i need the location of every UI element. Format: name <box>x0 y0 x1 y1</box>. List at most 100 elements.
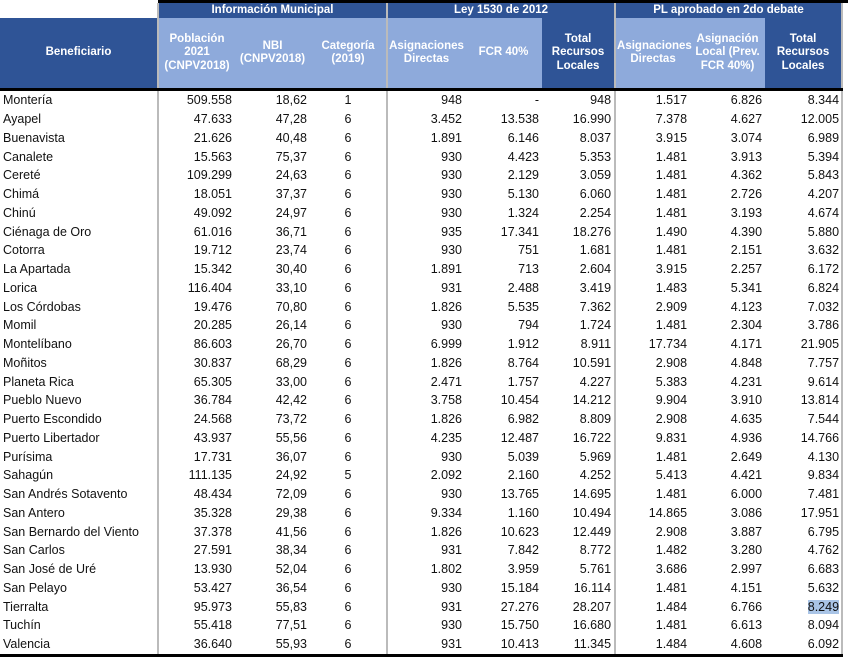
cell-fcr[interactable]: 5.130 <box>507 187 539 202</box>
cell-nbi[interactable]: 55,83 <box>275 599 307 614</box>
cell-pl-asignacion-local[interactable]: 4.635 <box>730 412 763 427</box>
cell-total-recursos[interactable]: 2.604 <box>579 262 612 277</box>
cell-total-recursos[interactable]: 16.680 <box>572 618 612 633</box>
cell-poblacion[interactable]: 36.784 <box>157 391 235 410</box>
cell-pl-asignacion-local[interactable]: 2.649 <box>730 449 763 464</box>
cell-pl-asignacion-local[interactable]: 4.627 <box>730 112 763 127</box>
cell-beneficiario[interactable]: San Pelayo <box>3 580 67 595</box>
cell-pl-total[interactable]: 8.344 <box>765 89 844 110</box>
cell-total-recursos[interactable]: 8.911 <box>580 337 612 352</box>
cell-asignaciones-directas[interactable]: 930 <box>386 616 465 635</box>
cell-pl-asignacion-local[interactable]: 4.936 <box>730 430 763 445</box>
cell-pl-total[interactable]: 7.544 <box>765 409 844 429</box>
cell-pl-total[interactable]: 6.824 <box>765 278 844 298</box>
cell-categoria[interactable]: 6 <box>344 543 352 558</box>
cell-categoria[interactable]: 6 <box>344 449 352 464</box>
cell-pl-asignaciones-directas[interactable]: 3.915 <box>614 128 691 148</box>
cell-pl-asignaciones-directas[interactable]: 14.865 <box>614 503 691 523</box>
cell-categoria[interactable]: 6 <box>344 430 352 445</box>
cell-pl-asignaciones-directas[interactable]: 1.490 <box>614 222 691 241</box>
cell-nbi[interactable]: 41,56 <box>275 524 307 539</box>
cell-poblacion[interactable]: 37.378 <box>157 522 235 541</box>
cell-categoria[interactable]: 6 <box>344 130 352 145</box>
cell-pl-total[interactable]: 4.762 <box>765 541 844 560</box>
cell-beneficiario[interactable]: Purísima <box>3 449 53 464</box>
cell-fcr[interactable]: - <box>534 93 539 108</box>
cell-pl-asignaciones-directas[interactable]: 2.908 <box>614 522 691 541</box>
cell-total-recursos[interactable]: 5.353 <box>579 149 612 164</box>
cell-poblacion[interactable]: 30.837 <box>157 353 235 373</box>
cell-pl-total[interactable]: 6.172 <box>765 259 844 279</box>
cell-categoria[interactable]: 6 <box>344 487 352 502</box>
cell-asignaciones-directas[interactable]: 1.826 <box>386 522 465 541</box>
cell-beneficiario[interactable]: Lorica <box>3 280 38 295</box>
cell-pl-total[interactable]: 5.394 <box>765 147 844 166</box>
cell-fcr[interactable]: 10.413 <box>500 637 539 652</box>
cell-poblacion[interactable]: 27.591 <box>157 541 235 560</box>
cell-pl-total[interactable]: 9.834 <box>765 466 844 485</box>
cell-pl-asignaciones-directas[interactable]: 1.484 <box>614 634 691 655</box>
cell-nbi[interactable]: 29,38 <box>275 505 307 520</box>
cell-categoria[interactable]: 6 <box>344 524 352 539</box>
cell-beneficiario[interactable]: San Antero <box>3 505 65 520</box>
cell-beneficiario[interactable]: Ciénaga de Oro <box>3 224 92 239</box>
cell-asignaciones-directas[interactable]: 4.235 <box>386 428 465 448</box>
cell-pl-asignaciones-directas[interactable]: 9.831 <box>614 428 691 448</box>
cell-pl-total[interactable]: 17.951 <box>765 503 844 523</box>
cell-pl-asignaciones-directas[interactable]: 2.908 <box>614 353 691 373</box>
cell-nbi[interactable]: 77,51 <box>275 618 307 633</box>
cell-asignaciones-directas[interactable]: 930 <box>386 447 465 466</box>
cell-pl-asignaciones-directas[interactable]: 1.481 <box>614 578 691 598</box>
cell-categoria[interactable]: 6 <box>344 562 352 577</box>
cell-pl-asignacion-local[interactable]: 2.257 <box>730 262 763 277</box>
cell-categoria[interactable]: 6 <box>344 374 352 389</box>
cell-pl-asignacion-local[interactable]: 6.000 <box>730 487 763 502</box>
cell-poblacion[interactable]: 35.328 <box>157 503 235 523</box>
cell-asignaciones-directas[interactable]: 930 <box>386 203 465 223</box>
cell-categoria[interactable]: 6 <box>344 505 352 520</box>
cell-beneficiario[interactable]: Moñitos <box>3 355 47 370</box>
cell-total-recursos[interactable]: 1.681 <box>579 243 612 258</box>
cell-nbi[interactable]: 36,07 <box>275 449 307 464</box>
cell-pl-asignacion-local[interactable]: 3.913 <box>730 149 763 164</box>
cell-pl-total[interactable]: 6.795 <box>765 522 844 541</box>
cell-nbi[interactable]: 47,28 <box>275 112 307 127</box>
cell-nbi[interactable]: 55,56 <box>275 430 307 445</box>
cell-asignaciones-directas[interactable]: 1.891 <box>386 128 465 148</box>
cell-total-recursos[interactable]: 3.419 <box>579 280 612 295</box>
cell-categoria[interactable]: 6 <box>344 393 352 408</box>
cell-pl-asignaciones-directas[interactable]: 3.915 <box>614 259 691 279</box>
cell-categoria[interactable]: 6 <box>344 243 352 258</box>
cell-total-recursos[interactable]: 28.207 <box>572 599 612 614</box>
cell-asignaciones-directas[interactable]: 930 <box>386 241 465 260</box>
cell-nbi[interactable]: 33,00 <box>275 374 307 389</box>
cell-fcr[interactable]: 8.764 <box>507 355 539 370</box>
cell-categoria[interactable]: 5 <box>344 468 352 483</box>
cell-pl-total[interactable]: 7.481 <box>765 484 844 504</box>
cell-pl-asignaciones-directas[interactable]: 1.484 <box>614 597 691 616</box>
cell-pl-asignaciones-directas[interactable]: 9.904 <box>614 391 691 410</box>
cell-pl-asignaciones-directas[interactable]: 1.481 <box>614 166 691 185</box>
cell-asignaciones-directas[interactable]: 930 <box>386 316 465 335</box>
cell-fcr[interactable]: 5.039 <box>507 449 539 464</box>
cell-categoria[interactable]: 6 <box>344 580 352 595</box>
cell-poblacion[interactable]: 49.092 <box>157 203 235 223</box>
cell-poblacion[interactable]: 13.930 <box>157 559 235 579</box>
cell-pl-total[interactable]: 4.207 <box>765 184 844 204</box>
cell-pl-asignacion-local[interactable]: 6.613 <box>730 618 763 633</box>
cell-fcr[interactable]: 794 <box>518 318 539 333</box>
cell-pl-asignaciones-directas[interactable]: 7.378 <box>614 109 691 129</box>
cell-asignaciones-directas[interactable]: 931 <box>386 278 465 298</box>
cell-pl-total[interactable]: 5.632 <box>765 578 844 598</box>
cell-pl-asignaciones-directas[interactable]: 1.481 <box>614 147 691 166</box>
cell-pl-asignaciones-directas[interactable]: 1.482 <box>614 541 691 560</box>
cell-nbi[interactable]: 36,54 <box>275 580 307 595</box>
cell-poblacion[interactable]: 111.135 <box>157 466 235 485</box>
cell-asignaciones-directas[interactable]: 931 <box>386 634 465 655</box>
cell-categoria[interactable]: 6 <box>344 224 352 239</box>
cell-fcr[interactable]: 1.912 <box>507 337 539 352</box>
cell-pl-asignacion-local[interactable]: 4.421 <box>730 468 763 483</box>
cell-nbi[interactable]: 73,72 <box>275 412 307 427</box>
cell-pl-asignacion-local[interactable]: 4.231 <box>730 374 763 389</box>
cell-pl-asignaciones-directas[interactable]: 5.383 <box>614 372 691 391</box>
